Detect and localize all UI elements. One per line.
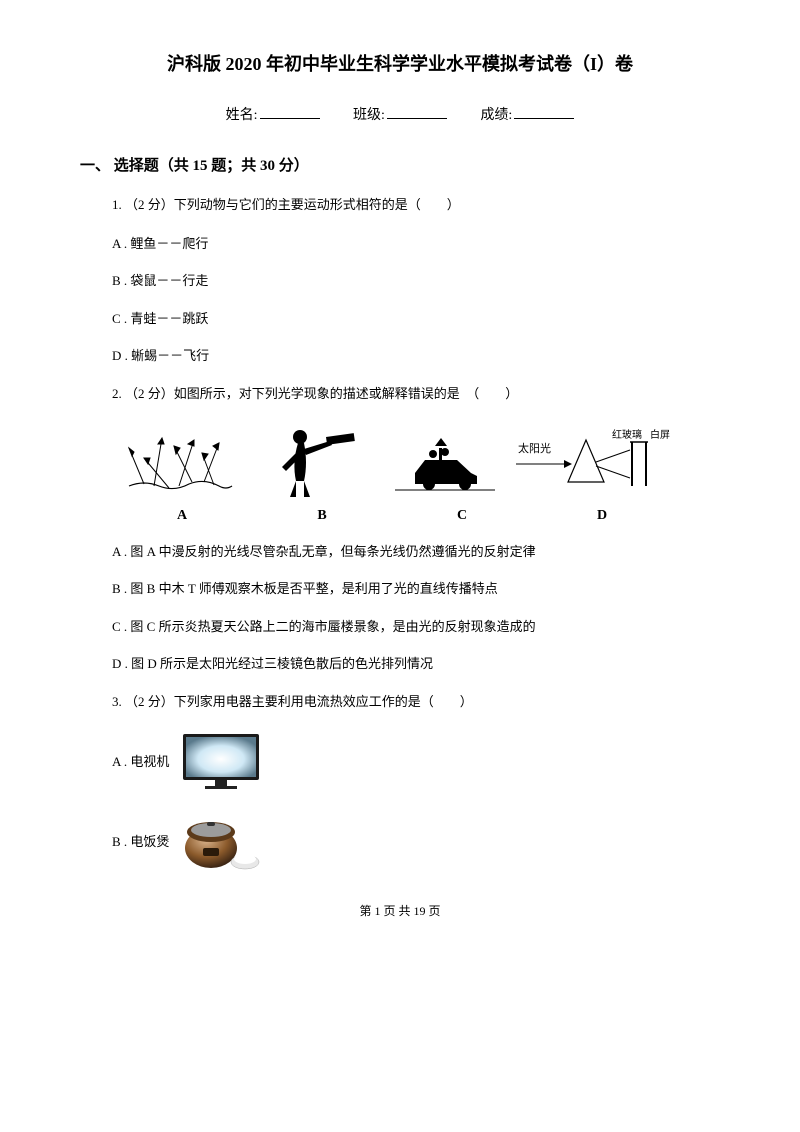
score-blank xyxy=(514,118,574,119)
q2-figures: 太阳光 红玻璃 白屏 xyxy=(112,423,672,498)
fig-label-a: A xyxy=(112,508,252,524)
name-label: 姓名: xyxy=(226,108,258,123)
q2-stem: 2. （2 分）如图所示，对下列光学现象的描述或解释错误的是 （ ） xyxy=(112,384,720,405)
q2-opt-a: A . 图 A 中漫反射的光线尽管杂乱无章，但每条光线仍然遵循光的反射定律 xyxy=(112,542,720,562)
class-blank xyxy=(387,118,447,119)
q2-figure-labels: A B C D xyxy=(112,508,672,524)
q1-opt-a: A . 鲤鱼－－爬行 xyxy=(112,234,720,254)
page: 沪科版 2020 年初中毕业生科学学业水平模拟考试卷（I）卷 姓名: 班级: 成… xyxy=(0,0,800,949)
q3-opt-b-text: B . 电饭煲 xyxy=(112,832,169,852)
q3-opt-a: A . 电视机 xyxy=(112,730,720,792)
info-line: 姓名: 班级: 成绩: xyxy=(80,104,720,124)
tv-icon xyxy=(177,730,265,792)
fig-d-red-label: 红玻璃 xyxy=(612,428,642,441)
q3-opt-b: B . 电饭煲 xyxy=(112,810,720,872)
q1-opt-b: B . 袋鼠－－行走 xyxy=(112,271,720,291)
q3-stem: 3. （2 分）下列家用电器主要利用电流热效应工作的是（ ） xyxy=(112,692,720,713)
fig-d: 太阳光 红玻璃 白屏 xyxy=(512,426,672,498)
fig-a xyxy=(112,428,245,498)
score-label: 成绩: xyxy=(480,108,512,123)
fig-label-d: D xyxy=(532,508,672,524)
fig-c xyxy=(379,428,512,498)
q2-opt-c: C . 图 C 所示炎热夏天公路上二的海市蜃楼景象，是由光的反射现象造成的 xyxy=(112,617,720,637)
q1-opt-c: C . 青蛙－－跳跃 xyxy=(112,309,720,329)
fig-label-b: B xyxy=(252,508,392,524)
q1-stem: 1. （2 分）下列动物与它们的主要运动形式相符的是（ ） xyxy=(112,195,720,216)
exam-title: 沪科版 2020 年初中毕业生科学学业水平模拟考试卷（I）卷 xyxy=(80,50,720,76)
fig-d-sun-label: 太阳光 xyxy=(518,441,551,455)
fig-d-white-label: 白屏 xyxy=(650,428,670,441)
q2-opt-b: B . 图 B 中木 T 师傅观察木板是否平整，是利用了光的直线传播特点 xyxy=(112,579,720,599)
fig-b xyxy=(245,423,378,498)
name-blank xyxy=(260,118,320,119)
q1-opt-d: D . 蜥蜴－－飞行 xyxy=(112,346,720,366)
page-footer: 第 1 页 共 19 页 xyxy=(80,902,720,919)
section-header: 一、 选择题（共 15 题；共 30 分） xyxy=(80,154,720,175)
fig-label-c: C xyxy=(392,508,532,524)
q3-opt-a-text: A . 电视机 xyxy=(112,752,169,772)
rice-cooker-icon xyxy=(177,810,265,872)
q2-opt-d: D . 图 D 所示是太阳光经过三棱镜色散后的色光排列情况 xyxy=(112,654,720,674)
class-label: 班级: xyxy=(353,108,385,123)
